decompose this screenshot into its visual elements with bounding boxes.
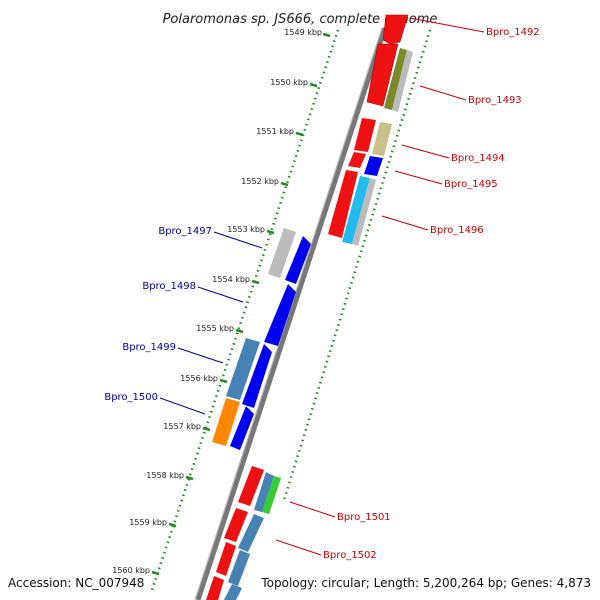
tick-label: 1549 kbp — [284, 28, 322, 37]
tick-mark — [266, 229, 275, 235]
gene-arrow-bpro-1499b[interactable] — [242, 344, 272, 408]
tick-mark — [309, 82, 318, 88]
gene-label-bpro-1494[interactable]: Bpro_1494 — [451, 153, 505, 164]
gene-arrow-bpro-1499a[interactable] — [226, 338, 260, 400]
tick-label: 1556 kbp — [180, 374, 218, 383]
genome-summary-text: Topology: circular; Length: 5,200,264 bp… — [260, 576, 591, 590]
gene-arrow-bpro-1494c[interactable] — [372, 122, 392, 156]
gene-arrow-bpro-1493a[interactable] — [366, 43, 399, 107]
map-title: Polaromonas sp. JS666, complete genome — [163, 12, 438, 27]
tick-label: 1559 kbp — [129, 518, 167, 527]
label-leader — [213, 231, 263, 249]
label-leader — [419, 85, 467, 101]
gene-label-bpro-1501[interactable]: Bpro_1501 — [337, 512, 391, 523]
gene-arrow-bpro-1497a[interactable] — [268, 228, 296, 278]
gene-arrow-lower-3[interactable] — [224, 508, 248, 542]
gene-arrow-bpro-1496b[interactable] — [342, 176, 370, 244]
label-leader — [177, 347, 224, 364]
tick-label: 1554 kbp — [212, 275, 250, 284]
label-leader — [409, 17, 485, 33]
tick-label: 1551 kbp — [256, 127, 294, 136]
tick-mark — [322, 32, 331, 38]
gene-label-bpro-1498[interactable]: Bpro_1498 — [142, 281, 196, 292]
right-label-group: Bpro_1492 Bpro_1493 Bpro_1494 Bpro_1495 … — [275, 17, 540, 561]
gene-arrow-bpro-1498[interactable] — [264, 284, 296, 346]
lower-gene-track — [206, 466, 281, 600]
gene-label-bpro-1492[interactable]: Bpro_1492 — [486, 27, 540, 38]
label-leader — [381, 215, 429, 231]
inner-dotted-guide — [150, 29, 340, 591]
label-leader — [197, 286, 244, 303]
label-leader — [289, 501, 336, 518]
tick-mark — [280, 181, 289, 187]
gene-arrow-bpro-1494a[interactable] — [354, 118, 376, 152]
tick-group: 1549 kbp 1550 kbp 1551 kbp 1552 kbp 1553… — [112, 28, 331, 576]
gene-label-bpro-1495[interactable]: Bpro_1495 — [444, 179, 498, 190]
tick-label: 1553 kbp — [227, 225, 265, 234]
tick-label: 1558 kbp — [146, 471, 184, 480]
tick-mark — [251, 279, 260, 285]
gene-arrow-bpro-1497b[interactable] — [285, 236, 311, 284]
gene-arrow-lower-8[interactable] — [224, 584, 242, 600]
label-leader — [394, 170, 443, 185]
gene-arrow-lower-5[interactable] — [216, 542, 236, 576]
gene-arrow-bpro-1500b[interactable] — [230, 406, 254, 450]
gene-arrow-bpro-1501[interactable] — [262, 476, 281, 514]
label-leader — [401, 144, 450, 159]
tick-mark — [295, 131, 304, 137]
tick-mark — [219, 378, 228, 384]
gene-label-bpro-1493[interactable]: Bpro_1493 — [468, 95, 522, 106]
gene-label-bpro-1496[interactable]: Bpro_1496 — [430, 225, 484, 236]
outer-gene-track — [328, 14, 413, 246]
tick-mark — [235, 328, 244, 334]
tick-label: 1557 kbp — [163, 422, 201, 431]
gene-arrow-bpro-1494b[interactable] — [348, 152, 366, 168]
tick-mark — [151, 570, 160, 576]
gene-label-bpro-1502[interactable]: Bpro_1502 — [323, 550, 377, 561]
gene-arrow-lower-1[interactable] — [238, 466, 264, 506]
gene-arrow-bpro-1496c[interactable] — [352, 178, 376, 246]
gene-arrow-bpro-1493b[interactable] — [384, 48, 407, 110]
left-label-group: Bpro_1497 Bpro_1498 Bpro_1499 Bpro_1500 — [104, 226, 263, 415]
accession-text: Accession: NC_007948 — [8, 576, 144, 590]
gene-arrow-bpro-1493c[interactable] — [392, 50, 413, 112]
gene-arrow-lower-4[interactable] — [238, 514, 264, 552]
tick-mark — [168, 522, 177, 528]
gene-arrow-lower-6[interactable] — [228, 550, 250, 586]
gene-arrow-bpro-1496a[interactable] — [328, 170, 358, 238]
gene-arrow-bpro-1500a[interactable] — [212, 398, 240, 446]
gene-label-bpro-1500[interactable]: Bpro_1500 — [104, 392, 158, 403]
genome-backbone — [195, 27, 388, 600]
gene-arrow-lower-2[interactable] — [254, 472, 274, 512]
tick-mark — [185, 475, 194, 481]
gene-label-bpro-1499[interactable]: Bpro_1499 — [122, 342, 176, 353]
gene-arrow-bpro-1495[interactable] — [364, 156, 383, 176]
gene-arrow-bpro-1492[interactable] — [382, 14, 409, 45]
inner-gene-track — [212, 228, 311, 450]
tick-label: 1560 kbp — [112, 566, 150, 575]
tick-label: 1550 kbp — [270, 78, 308, 87]
tick-label: 1555 kbp — [196, 324, 234, 333]
tick-label: 1552 kbp — [241, 177, 279, 186]
label-leader — [275, 539, 322, 556]
gene-label-bpro-1497[interactable]: Bpro_1497 — [158, 226, 212, 237]
gene-arrow-lower-7[interactable] — [206, 576, 224, 600]
label-leader — [159, 397, 206, 415]
tick-mark — [202, 426, 211, 432]
